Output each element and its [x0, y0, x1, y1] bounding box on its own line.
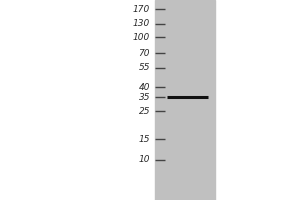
- Text: 130: 130: [133, 20, 150, 28]
- Bar: [154, 0, 214, 200]
- Text: 35: 35: [139, 92, 150, 102]
- Text: 170: 170: [133, 4, 150, 14]
- Text: 25: 25: [139, 106, 150, 116]
- Text: 55: 55: [139, 64, 150, 72]
- Text: 40: 40: [139, 83, 150, 92]
- Text: 100: 100: [133, 32, 150, 42]
- Text: 10: 10: [139, 156, 150, 164]
- Text: 15: 15: [139, 134, 150, 144]
- Text: 70: 70: [139, 48, 150, 58]
